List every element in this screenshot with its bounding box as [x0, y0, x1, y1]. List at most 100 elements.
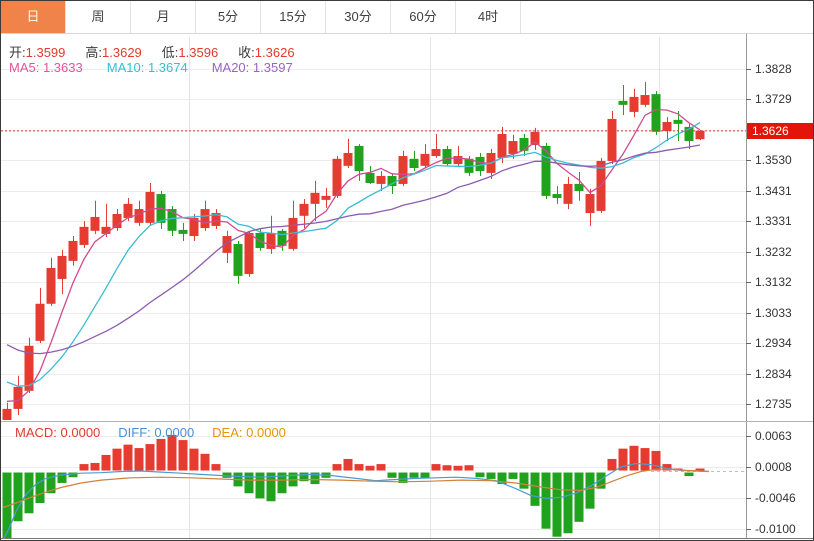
macd-bar — [189, 448, 199, 471]
borders-layer — [1, 34, 813, 539]
svg-text:-0.0100: -0.0100 — [755, 522, 796, 536]
macd-bar — [35, 472, 45, 503]
candle — [57, 255, 67, 279]
candle — [167, 209, 177, 231]
macd-bar — [464, 465, 474, 471]
candle — [46, 267, 56, 304]
macd-bar — [178, 440, 188, 471]
candle — [244, 232, 254, 275]
macd-bar — [684, 472, 694, 477]
macd-bar — [145, 444, 155, 471]
macd-bar — [79, 464, 89, 471]
svg-text:1.3331: 1.3331 — [755, 214, 792, 228]
tab-4hour[interactable]: 4时 — [456, 1, 521, 33]
svg-text:-0.0046: -0.0046 — [755, 491, 796, 505]
tab-60min[interactable]: 60分 — [391, 1, 456, 33]
macd-bar — [101, 454, 111, 471]
candle — [651, 94, 661, 132]
macd-bar — [508, 472, 518, 479]
macd-bar — [530, 472, 540, 506]
macd-bar — [343, 458, 353, 471]
tab-5min[interactable]: 5分 — [196, 1, 261, 33]
macd-bar — [310, 472, 320, 485]
macd-bar — [277, 472, 287, 494]
candle — [563, 183, 573, 204]
macd-bar — [299, 472, 309, 482]
ma10-value: MA10: 1.3674 — [106, 60, 188, 75]
candle — [266, 232, 276, 249]
macd-bar — [123, 444, 133, 471]
candle — [398, 156, 408, 184]
macd-bar — [629, 445, 639, 471]
candle — [68, 240, 78, 261]
macd-bar — [112, 448, 122, 471]
macd-bar — [200, 453, 210, 471]
price-axis-labels: 1.3828 1.3729 1.3530 1.3431 1.3331 1.3232 1.31… — [746, 62, 796, 536]
candle — [13, 386, 23, 409]
macd-bar — [365, 465, 375, 471]
svg-text:1.3132: 1.3132 — [755, 275, 792, 289]
tab-week[interactable]: 周 — [66, 1, 131, 33]
candle — [552, 194, 562, 199]
tab-30min[interactable]: 30分 — [326, 1, 391, 33]
macd-bar — [420, 472, 430, 478]
macd-bar — [574, 472, 584, 522]
low-value: 低:1.3596 — [161, 45, 219, 60]
candle — [519, 137, 529, 151]
candle — [145, 191, 155, 223]
candle — [673, 119, 683, 124]
macd-bar — [134, 448, 144, 471]
candle — [497, 133, 507, 158]
macd-bar — [211, 464, 221, 471]
candle — [695, 130, 705, 140]
candle — [420, 153, 430, 166]
svg-text:1.2934: 1.2934 — [755, 336, 792, 350]
svg-text:1.3729: 1.3729 — [755, 92, 792, 106]
macd-bar — [453, 465, 463, 471]
macd-bar — [57, 472, 67, 483]
macd-bar — [651, 450, 661, 471]
candle — [640, 95, 650, 105]
close-value: 收:1.3626 — [238, 45, 295, 60]
macd-bar — [68, 472, 78, 478]
candle — [321, 195, 331, 200]
ma10-line — [6, 122, 701, 387]
candle — [530, 131, 540, 146]
candle — [607, 118, 617, 161]
ma-lines-layer — [6, 108, 701, 402]
macd-bar — [244, 472, 254, 494]
macd-bar — [24, 472, 34, 514]
macd-bar — [387, 472, 397, 478]
macd-bar — [662, 464, 672, 471]
macd-bar — [46, 472, 56, 494]
macd-bar — [222, 472, 232, 478]
candle — [431, 148, 441, 157]
candle — [376, 175, 386, 184]
svg-text:1.2834: 1.2834 — [755, 367, 792, 381]
candle — [233, 244, 243, 276]
candle — [453, 156, 463, 165]
candle — [409, 158, 419, 168]
candle — [574, 183, 584, 191]
macd-legend: MACD: 0.0000 DIFF: 0.0000 DEA: 0.0000 — [15, 425, 286, 440]
macd-bar — [497, 472, 507, 485]
macd-bar — [13, 472, 23, 522]
macd-bar — [167, 434, 177, 471]
candle — [90, 217, 100, 231]
macd-bars-layer — [2, 434, 746, 538]
tab-15min[interactable]: 15分 — [261, 1, 326, 33]
candle — [475, 156, 485, 172]
candle — [365, 172, 375, 184]
candle — [134, 209, 144, 223]
macd-value: MACD: 0.0000 — [15, 425, 101, 440]
dea-value: DEA: 0.0000 — [212, 425, 286, 440]
tab-day[interactable]: 日 — [1, 1, 66, 33]
tab-month[interactable]: 月 — [131, 1, 196, 33]
macd-bar — [563, 472, 573, 534]
svg-text:0.0008: 0.0008 — [755, 460, 792, 474]
candle — [211, 213, 221, 226]
open-value: 开:1.3599 — [9, 45, 66, 60]
candles-layer — [2, 81, 705, 420]
